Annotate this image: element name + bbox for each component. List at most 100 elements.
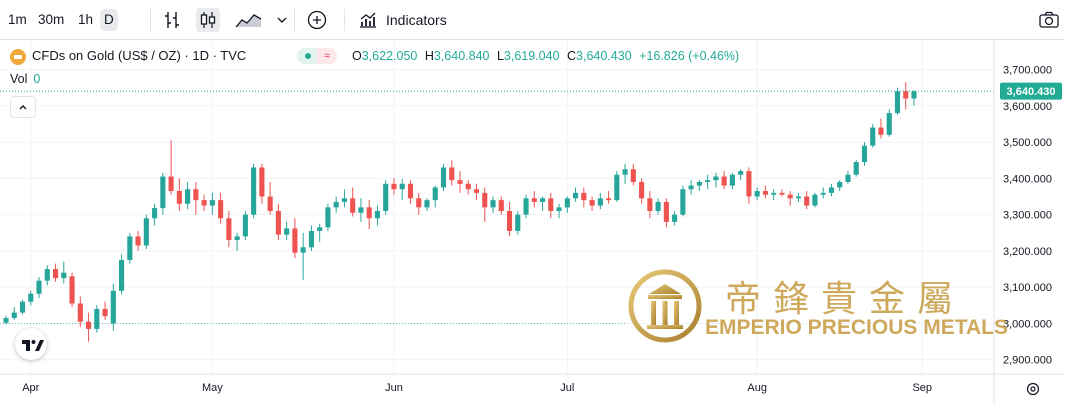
market-status-badge[interactable]: ≈ [297, 48, 337, 64]
close-value: 3,640.430 [576, 49, 632, 63]
volume-legend: Vol 0 [10, 70, 40, 88]
candle [878, 118, 884, 139]
settings-icon[interactable] [1026, 382, 1040, 396]
candle [416, 192, 422, 215]
candle-body [94, 308, 100, 329]
chevron-down-icon[interactable] [270, 8, 294, 32]
candle-body [11, 312, 17, 319]
candle [11, 307, 17, 320]
candle-body [705, 180, 711, 182]
change-value: +16.826 (+0.46%) [639, 49, 740, 63]
candle [152, 203, 158, 226]
add-compare-icon[interactable] [305, 8, 329, 32]
candle-body [242, 214, 248, 237]
candle [308, 225, 314, 251]
time-axis-labels: Apr May Jun Jul Aug Sep [22, 382, 932, 394]
candle-body [762, 191, 768, 195]
tradingview-logo[interactable] [15, 328, 47, 360]
candle-body [630, 169, 636, 182]
candle-body [473, 189, 480, 193]
candle-body [85, 321, 92, 329]
candle-body [193, 189, 199, 201]
chart-toolbar: 1m 30m 1h D Indicators [0, 0, 1065, 40]
candle [738, 169, 744, 181]
candle [209, 192, 215, 215]
candle [300, 232, 306, 280]
candle [606, 191, 612, 204]
x-tick-label: Aug [747, 382, 767, 394]
candle [110, 283, 116, 331]
candle-body [77, 303, 83, 322]
chevron-up-icon [19, 105, 27, 110]
bar-style-icon[interactable] [160, 8, 184, 32]
candle-body [672, 214, 678, 222]
candle [234, 232, 240, 251]
candle-body [639, 181, 645, 199]
last-price-label: 3,640.430 [1007, 86, 1056, 98]
candle-body [795, 196, 801, 199]
candle-body [358, 207, 364, 213]
candle [498, 196, 504, 215]
price-chart[interactable]: 3,700.000 3,600.000 3,500.000 3,400.000 3,30… [0, 40, 1065, 404]
candle-body [688, 185, 694, 190]
candle-body [209, 200, 215, 206]
candle-body [754, 191, 760, 197]
candle [52, 263, 59, 282]
candle [482, 187, 488, 222]
candle [358, 198, 364, 222]
candle [548, 192, 554, 219]
candle-body [416, 198, 422, 208]
candle [837, 180, 843, 192]
candle-body [366, 207, 372, 219]
area-style-icon[interactable] [234, 8, 262, 32]
collapse-legend-button[interactable] [10, 96, 36, 118]
candle-body [275, 211, 281, 235]
candle [490, 196, 496, 213]
candle [44, 265, 50, 286]
candle-body [218, 200, 224, 219]
candle-body [52, 269, 59, 279]
timeframe-1m-button[interactable]: 1m [8, 12, 27, 27]
candle-body [119, 259, 125, 291]
indicators-button[interactable]: Indicators [386, 12, 447, 28]
candle [251, 163, 257, 219]
candle-body [152, 208, 158, 219]
candle [630, 163, 636, 186]
candle [366, 200, 372, 230]
candle [779, 189, 785, 197]
x-tick-label: May [202, 382, 223, 394]
candle-body [176, 191, 182, 204]
emperio-logo-icon [628, 269, 702, 343]
candle [696, 180, 702, 192]
timeframe-1h-button[interactable]: 1h [78, 12, 94, 27]
timeframe-30m-button[interactable]: 30m [38, 12, 65, 27]
toolbar-divider [294, 9, 295, 31]
candle-body [110, 290, 116, 324]
candle [473, 183, 480, 201]
y-tick-label: 3,400.000 [1003, 173, 1052, 185]
symbol-title[interactable]: CFDs on Gold (US$ / OZ) · 1D · TVC [32, 48, 247, 63]
candle [374, 205, 381, 226]
indicators-icon[interactable] [356, 8, 380, 32]
candle-body [234, 236, 240, 241]
candle [119, 254, 125, 295]
candle [804, 191, 810, 210]
candle [886, 109, 892, 137]
candle-body [539, 198, 546, 202]
candle [201, 194, 207, 211]
candle [391, 178, 397, 195]
candle-body [449, 167, 455, 181]
candle [102, 301, 108, 320]
candle-body [482, 192, 488, 208]
candle [911, 90, 917, 106]
candle-style-icon[interactable] [196, 8, 220, 32]
watermark-english-text: EMPERIO PRECIOUS METALS [705, 316, 1008, 339]
candle-body [350, 198, 356, 213]
candle [820, 187, 826, 199]
camera-icon[interactable] [1037, 8, 1061, 32]
candle-body [655, 201, 661, 211]
candle [127, 232, 133, 264]
y-tick-label: 3,600.000 [1003, 101, 1052, 113]
candle-body [647, 198, 653, 211]
timeframe-d-button[interactable]: D [100, 9, 118, 31]
